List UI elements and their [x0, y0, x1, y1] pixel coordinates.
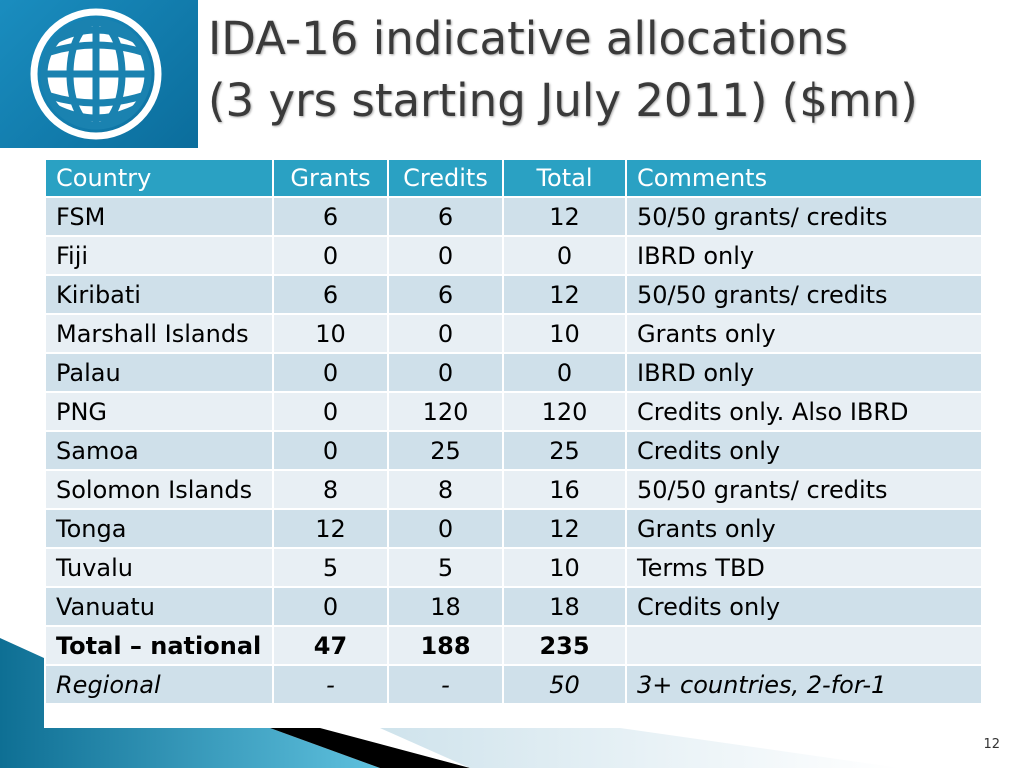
country-cell: Palau: [44, 352, 274, 393]
credits-cell: 0: [387, 313, 504, 354]
header-country: Country: [44, 158, 274, 198]
decorative-arrow-shape: [0, 638, 900, 768]
page-number: 12: [983, 737, 1000, 752]
country-cell: Marshall Islands: [44, 313, 274, 354]
header-total: Total: [502, 158, 627, 198]
table-row: Kiribati 6 6 12 50/50 grants/ credits: [44, 274, 983, 315]
credits-cell: 0: [387, 352, 504, 393]
header-grants: Grants: [272, 158, 389, 198]
credits-cell: 8: [387, 469, 504, 510]
country-cell: Kiribati: [44, 274, 274, 315]
comments-cell: IBRD only: [625, 235, 983, 276]
comments-cell: IBRD only: [625, 352, 983, 393]
grants-cell: 0: [272, 235, 389, 276]
table-row: Fiji 0 0 0 IBRD only: [44, 235, 983, 276]
total-cell: 12: [502, 274, 627, 315]
grants-cell: 6: [272, 196, 389, 237]
table-row: Regional - -50 3+ countries, 2-for-1: [44, 664, 983, 705]
allocations-table: Country Grants Credits Total Comments FS…: [44, 158, 983, 705]
credits-cell: 25: [387, 430, 504, 471]
grants-cell: 0: [272, 352, 389, 393]
grants-cell: 6: [272, 274, 389, 315]
globe-icon: [30, 8, 162, 140]
grants-cell: -: [272, 664, 389, 705]
comments-cell: Credits only: [625, 430, 983, 471]
grants-cell: 5: [272, 547, 389, 588]
table-row: Tuvalu 5 5 10 Terms TBD: [44, 547, 983, 588]
table-row: Total – national 47 188 235: [44, 625, 983, 666]
table-row: Tonga 12 0 12 Grants only: [44, 508, 983, 549]
total-cell: 12: [502, 196, 627, 237]
table-row: Solomon Islands 8 8 16 50/50 grants/ credits: [44, 469, 983, 510]
country-cell: FSM: [44, 196, 274, 237]
credits-cell: 0: [387, 235, 504, 276]
comments-cell: Credits only: [625, 586, 983, 627]
credits-cell: 188: [387, 625, 504, 666]
total-cell: 25: [502, 430, 627, 471]
total-cell: 10: [502, 547, 627, 588]
total-cell: 235: [502, 625, 627, 666]
country-cell: Total – national: [44, 625, 274, 666]
credits-cell: 120: [387, 391, 504, 432]
grants-cell: 0: [272, 430, 389, 471]
slide-title: IDA-16 indicative allocations (3 yrs sta…: [208, 12, 918, 127]
total-cell: 18: [502, 586, 627, 627]
comments-cell: Grants only: [625, 508, 983, 549]
credits-cell: 0: [387, 508, 504, 549]
comments-cell: Terms TBD: [625, 547, 983, 588]
total-cell: 10: [502, 313, 627, 354]
country-cell: Fiji: [44, 235, 274, 276]
grants-cell: 0: [272, 586, 389, 627]
comments-cell: 50/50 grants/ credits: [625, 274, 983, 315]
grants-cell: 12: [272, 508, 389, 549]
credits-cell: 18: [387, 586, 504, 627]
total-cell: 16: [502, 469, 627, 510]
country-cell: Regional: [44, 664, 274, 705]
comments-cell: 3+ countries, 2-for-1: [625, 664, 983, 705]
grants-cell: 47: [272, 625, 389, 666]
total-cell: 120: [502, 391, 627, 432]
credits-cell: 6: [387, 196, 504, 237]
total-cell: 0: [502, 352, 627, 393]
table-header-row: Country Grants Credits Total Comments: [44, 158, 983, 198]
country-cell: PNG: [44, 391, 274, 432]
table-row: FSM 6 6 12 50/50 grants/ credits: [44, 196, 983, 237]
grants-cell: 0: [272, 391, 389, 432]
header-comments: Comments: [625, 158, 983, 198]
comments-cell: 50/50 grants/ credits: [625, 469, 983, 510]
table-row: Samoa 0 25 25 Credits only: [44, 430, 983, 471]
header-credits: Credits: [387, 158, 504, 198]
comments-cell: [625, 625, 983, 666]
country-cell: Samoa: [44, 430, 274, 471]
grants-cell: 10: [272, 313, 389, 354]
table-row: Vanuatu 0 18 18 Credits only: [44, 586, 983, 627]
credits-cell: 6: [387, 274, 504, 315]
table-row: PNG 0 120 120 Credits only. Also IBRD: [44, 391, 983, 432]
credits-cell: 5: [387, 547, 504, 588]
grants-cell: 8: [272, 469, 389, 510]
country-cell: Tonga: [44, 508, 274, 549]
table-row: Palau 0 0 0 IBRD only: [44, 352, 983, 393]
total-cell: 50: [502, 664, 627, 705]
comments-cell: 50/50 grants/ credits: [625, 196, 983, 237]
credits-cell: -: [387, 664, 504, 705]
comments-cell: Grants only: [625, 313, 983, 354]
country-cell: Tuvalu: [44, 547, 274, 588]
comments-cell: Credits only. Also IBRD: [625, 391, 983, 432]
country-cell: Vanuatu: [44, 586, 274, 627]
country-cell: Solomon Islands: [44, 469, 274, 510]
total-cell: 12: [502, 508, 627, 549]
table-row: Marshall Islands 10 0 10 Grants only: [44, 313, 983, 354]
world-bank-logo: [0, 0, 198, 148]
total-cell: 0: [502, 235, 627, 276]
